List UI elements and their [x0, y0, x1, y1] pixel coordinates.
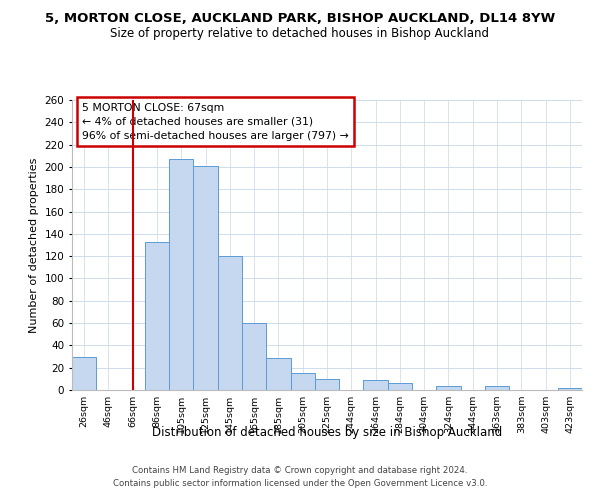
Bar — [218, 256, 242, 390]
Bar — [558, 388, 582, 390]
Text: 5, MORTON CLOSE, AUCKLAND PARK, BISHOP AUCKLAND, DL14 8YW: 5, MORTON CLOSE, AUCKLAND PARK, BISHOP A… — [45, 12, 555, 26]
Text: 5 MORTON CLOSE: 67sqm
← 4% of detached houses are smaller (31)
96% of semi-detac: 5 MORTON CLOSE: 67sqm ← 4% of detached h… — [82, 103, 349, 141]
Bar — [290, 374, 315, 390]
Bar — [388, 384, 412, 390]
Bar — [266, 358, 290, 390]
Y-axis label: Number of detached properties: Number of detached properties — [29, 158, 39, 332]
Bar — [72, 356, 96, 390]
Bar — [169, 159, 193, 390]
Bar — [242, 323, 266, 390]
Text: Distribution of detached houses by size in Bishop Auckland: Distribution of detached houses by size … — [152, 426, 502, 439]
Bar — [315, 379, 339, 390]
Bar — [364, 380, 388, 390]
Bar — [145, 242, 169, 390]
Bar — [193, 166, 218, 390]
Text: Size of property relative to detached houses in Bishop Auckland: Size of property relative to detached ho… — [110, 28, 490, 40]
Bar — [485, 386, 509, 390]
Text: Contains HM Land Registry data © Crown copyright and database right 2024.
Contai: Contains HM Land Registry data © Crown c… — [113, 466, 487, 487]
Bar — [436, 386, 461, 390]
